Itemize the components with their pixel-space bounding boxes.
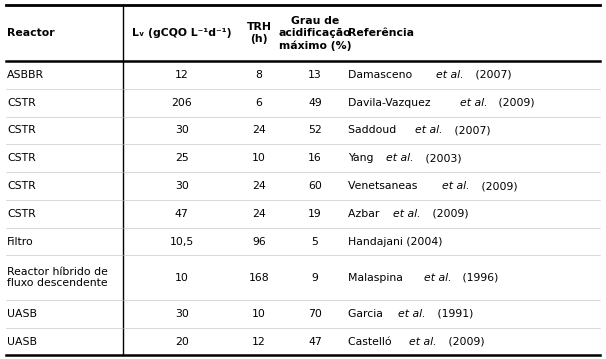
Text: 13: 13 — [308, 70, 322, 80]
Text: (1996): (1996) — [459, 273, 499, 283]
Text: 168: 168 — [248, 273, 270, 283]
Text: UASB: UASB — [7, 336, 38, 346]
Text: (1991): (1991) — [434, 309, 473, 319]
Text: Saddoud: Saddoud — [348, 126, 400, 135]
Text: 47: 47 — [175, 209, 188, 219]
Text: 24: 24 — [252, 126, 266, 135]
Text: Filtro: Filtro — [7, 237, 34, 247]
Text: UASB: UASB — [7, 309, 38, 319]
Text: (2009): (2009) — [495, 98, 535, 108]
Text: CSTR: CSTR — [7, 209, 36, 219]
Text: 24: 24 — [252, 181, 266, 191]
Text: (2009): (2009) — [445, 336, 485, 346]
Text: 206: 206 — [171, 98, 192, 108]
Text: 49: 49 — [308, 98, 322, 108]
Text: 12: 12 — [175, 70, 188, 80]
Text: 10: 10 — [175, 273, 188, 283]
Text: 16: 16 — [308, 153, 322, 163]
Text: 60: 60 — [308, 181, 322, 191]
Text: 10,5: 10,5 — [170, 237, 194, 247]
Text: 6: 6 — [256, 98, 262, 108]
Text: 12: 12 — [252, 336, 266, 346]
Text: Yang: Yang — [348, 153, 378, 163]
Text: (2009): (2009) — [429, 209, 468, 219]
Text: Damasceno: Damasceno — [348, 70, 416, 80]
Text: et al.: et al. — [393, 209, 421, 219]
Text: CSTR: CSTR — [7, 181, 36, 191]
Text: (2003): (2003) — [422, 153, 461, 163]
Text: Davila-Vazquez: Davila-Vazquez — [348, 98, 435, 108]
Text: 20: 20 — [175, 336, 188, 346]
Text: 9: 9 — [311, 273, 319, 283]
Text: Venetsaneas: Venetsaneas — [348, 181, 421, 191]
Text: 25: 25 — [175, 153, 188, 163]
Text: 30: 30 — [175, 181, 188, 191]
Text: 8: 8 — [256, 70, 262, 80]
Text: et al.: et al. — [459, 98, 487, 108]
Text: TRH
(h): TRH (h) — [247, 22, 271, 44]
Text: et al.: et al. — [442, 181, 470, 191]
Text: (2007): (2007) — [451, 126, 490, 135]
Text: Reactor híbrido de
fluxo descendente: Reactor híbrido de fluxo descendente — [7, 267, 108, 289]
Text: Garcia: Garcia — [348, 309, 387, 319]
Text: 10: 10 — [252, 309, 266, 319]
Text: et al.: et al. — [436, 70, 464, 80]
Text: CSTR: CSTR — [7, 98, 36, 108]
Text: ASBBR: ASBBR — [7, 70, 44, 80]
Text: CSTR: CSTR — [7, 153, 36, 163]
Text: 19: 19 — [308, 209, 322, 219]
Text: et al.: et al. — [424, 273, 451, 283]
Text: Malaspina: Malaspina — [348, 273, 407, 283]
Text: et al.: et al. — [415, 126, 443, 135]
Text: (2007): (2007) — [471, 70, 511, 80]
Text: Lᵥ (gCQO L⁻¹d⁻¹): Lᵥ (gCQO L⁻¹d⁻¹) — [132, 28, 231, 38]
Text: Castelló: Castelló — [348, 336, 396, 346]
Text: et al.: et al. — [386, 153, 413, 163]
Text: (2009): (2009) — [478, 181, 518, 191]
Text: Handajani (2004): Handajani (2004) — [348, 237, 443, 247]
Text: 10: 10 — [252, 153, 266, 163]
Text: 47: 47 — [308, 336, 322, 346]
Text: 30: 30 — [175, 309, 188, 319]
Text: 30: 30 — [175, 126, 188, 135]
Text: CSTR: CSTR — [7, 126, 36, 135]
Text: 5: 5 — [311, 237, 319, 247]
Text: 52: 52 — [308, 126, 322, 135]
Text: 96: 96 — [252, 237, 266, 247]
Text: et al.: et al. — [409, 336, 437, 346]
Text: Referência: Referência — [348, 28, 415, 38]
Text: Azbar: Azbar — [348, 209, 384, 219]
Text: et al.: et al. — [398, 309, 425, 319]
Text: Reactor: Reactor — [7, 28, 55, 38]
Text: Grau de
acidificação
máximo (%): Grau de acidificação máximo (%) — [279, 16, 351, 51]
Text: 70: 70 — [308, 309, 322, 319]
Text: 24: 24 — [252, 209, 266, 219]
